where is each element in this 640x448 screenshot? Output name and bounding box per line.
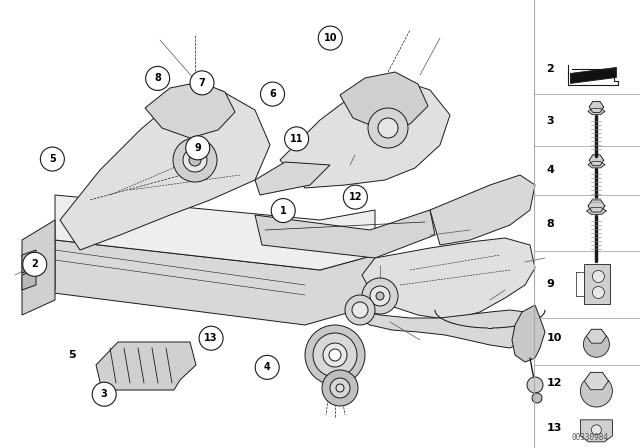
Circle shape (368, 108, 408, 148)
Text: 4: 4 (547, 165, 554, 175)
Circle shape (260, 82, 285, 106)
Polygon shape (355, 310, 530, 348)
Polygon shape (60, 90, 270, 250)
Polygon shape (584, 372, 609, 390)
Circle shape (593, 286, 604, 298)
Polygon shape (22, 250, 36, 273)
Polygon shape (587, 207, 606, 215)
Circle shape (329, 349, 341, 361)
Polygon shape (30, 240, 55, 290)
Text: 3: 3 (101, 389, 108, 399)
Circle shape (285, 127, 308, 151)
Circle shape (92, 382, 116, 406)
Polygon shape (22, 270, 36, 290)
Text: 00330984: 00330984 (572, 433, 609, 442)
Circle shape (173, 138, 217, 182)
Polygon shape (570, 68, 616, 83)
Polygon shape (512, 305, 545, 362)
Circle shape (146, 66, 170, 90)
Polygon shape (430, 175, 535, 245)
Circle shape (189, 154, 201, 166)
Circle shape (183, 148, 207, 172)
Circle shape (305, 325, 365, 385)
Polygon shape (588, 162, 605, 168)
Circle shape (593, 332, 600, 340)
Text: 4: 4 (264, 362, 271, 372)
Text: 5: 5 (49, 154, 56, 164)
Circle shape (336, 384, 344, 392)
Circle shape (190, 71, 214, 95)
Polygon shape (96, 342, 196, 390)
Circle shape (532, 393, 542, 403)
Polygon shape (340, 72, 428, 130)
Circle shape (345, 295, 375, 325)
Circle shape (23, 252, 47, 276)
Polygon shape (30, 240, 375, 325)
Polygon shape (586, 329, 607, 343)
Text: 13: 13 (547, 423, 562, 433)
Circle shape (318, 26, 342, 50)
Polygon shape (589, 102, 604, 112)
Circle shape (593, 271, 604, 283)
Text: 12: 12 (547, 378, 562, 388)
Text: 6: 6 (269, 89, 276, 99)
Circle shape (322, 370, 358, 406)
Polygon shape (22, 220, 55, 315)
Text: 10: 10 (547, 333, 562, 343)
Text: 13: 13 (204, 333, 218, 343)
Circle shape (330, 378, 350, 398)
Circle shape (186, 136, 210, 160)
Text: 7: 7 (198, 78, 205, 88)
Circle shape (344, 185, 367, 209)
Polygon shape (55, 195, 375, 270)
Polygon shape (588, 200, 605, 212)
Polygon shape (589, 155, 604, 166)
Text: 9: 9 (195, 143, 201, 153)
Circle shape (378, 118, 398, 138)
Text: 3: 3 (547, 116, 554, 126)
Circle shape (271, 198, 295, 223)
Polygon shape (255, 210, 435, 258)
Circle shape (40, 147, 65, 171)
Circle shape (255, 355, 279, 379)
Circle shape (376, 292, 384, 300)
Polygon shape (362, 238, 535, 320)
Text: 11: 11 (290, 134, 303, 144)
Text: 12: 12 (349, 192, 362, 202)
Polygon shape (580, 420, 612, 442)
Circle shape (313, 333, 357, 377)
Text: 1: 1 (280, 206, 287, 215)
Polygon shape (255, 162, 330, 195)
Circle shape (591, 376, 602, 386)
Text: 10: 10 (323, 33, 337, 43)
Polygon shape (584, 264, 611, 305)
Circle shape (370, 286, 390, 306)
Text: 9: 9 (547, 280, 554, 289)
Text: 8: 8 (154, 73, 161, 83)
Circle shape (352, 302, 368, 318)
Polygon shape (588, 108, 605, 115)
Text: 2: 2 (31, 259, 38, 269)
Circle shape (199, 326, 223, 350)
Text: 8: 8 (547, 219, 554, 229)
Polygon shape (280, 80, 450, 188)
Text: 2: 2 (547, 65, 554, 74)
Circle shape (362, 278, 398, 314)
Polygon shape (145, 82, 235, 138)
Circle shape (591, 425, 602, 435)
Circle shape (580, 375, 612, 407)
Circle shape (323, 343, 347, 367)
Circle shape (584, 331, 609, 357)
Circle shape (527, 377, 543, 393)
Text: 5: 5 (68, 350, 76, 360)
